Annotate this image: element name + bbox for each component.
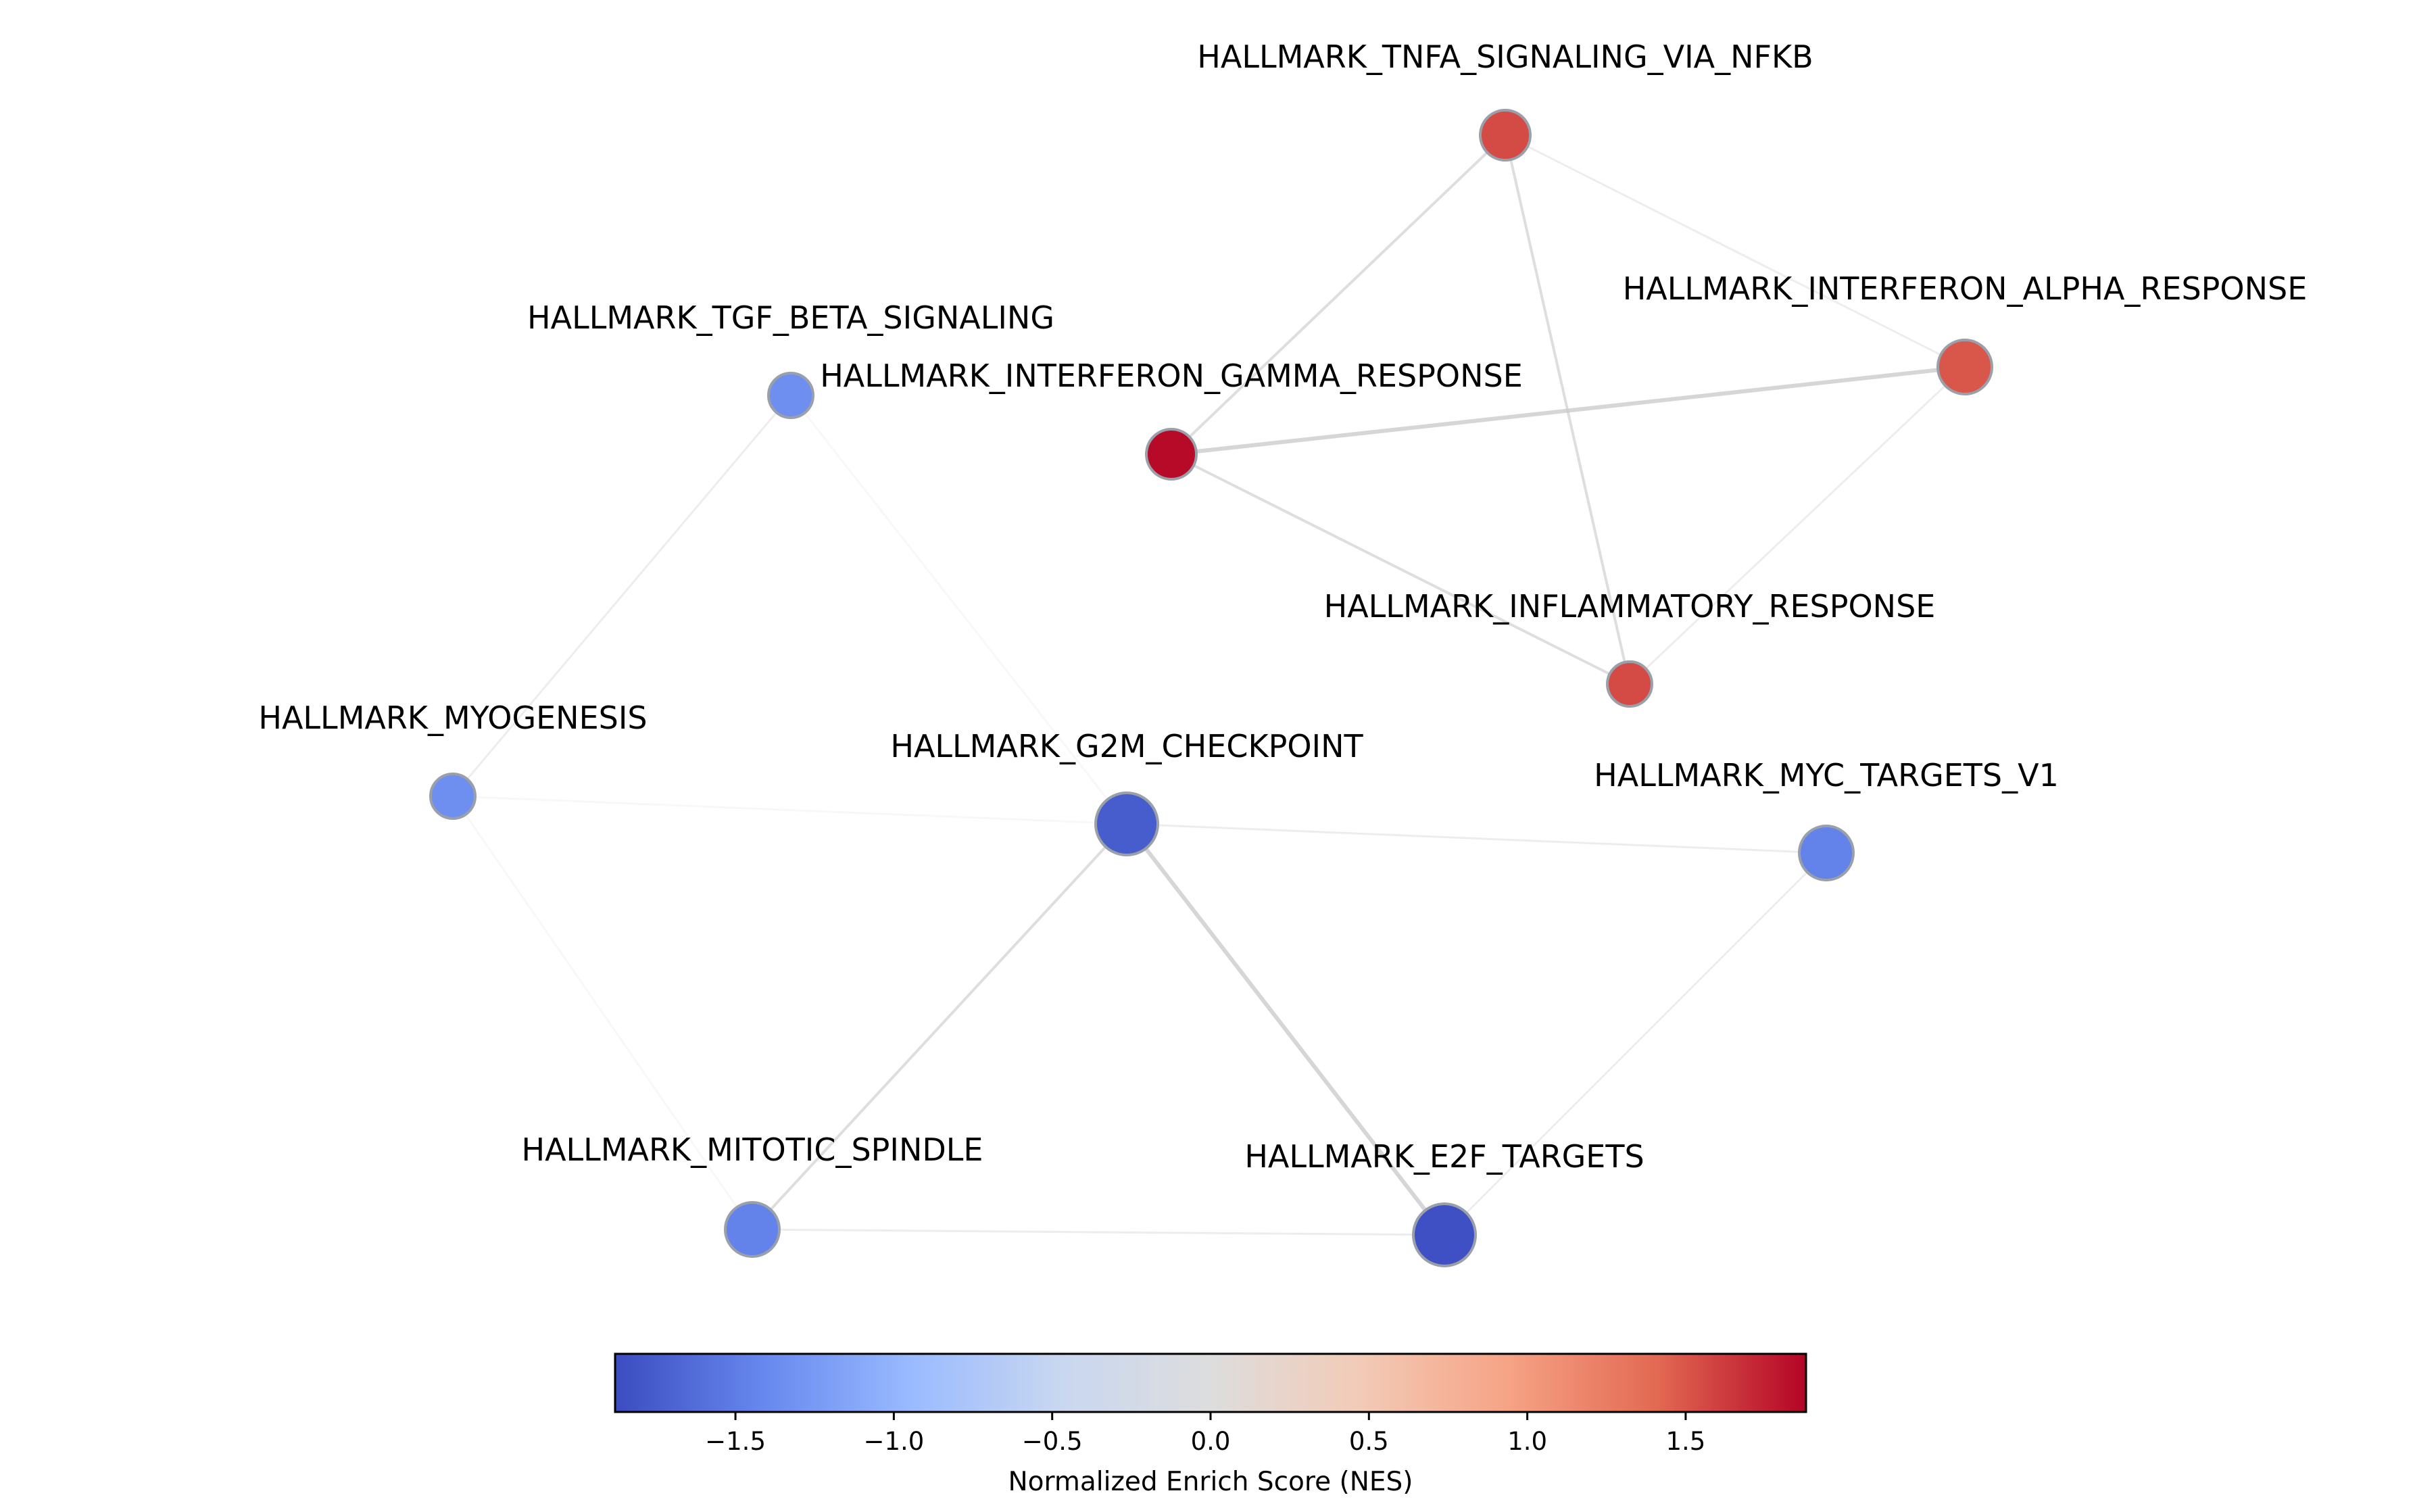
node-label-ifng: HALLMARK_INTERFERON_GAMMA_RESPONSE [820, 358, 1523, 394]
node-label-mitotic: HALLMARK_MITOTIC_SPINDLE [522, 1131, 983, 1168]
node-label-inflam: HALLMARK_INFLAMMATORY_RESPONSE [1324, 588, 1936, 625]
node-ifna [1936, 339, 1993, 395]
node-label-ifna: HALLMARK_INTERFERON_ALPHA_RESPONSE [1623, 270, 2308, 307]
node-label-tgfb: HALLMARK_TGF_BETA_SIGNALING [527, 299, 1054, 336]
edge-tgfb-g2m [789, 395, 1128, 825]
edge-tnfa-ifng [1170, 134, 1507, 456]
node-myog [429, 773, 477, 820]
node-g2m [1094, 791, 1159, 856]
node-ifng [1145, 428, 1198, 481]
colorbar-tick-label: 1.5 [1666, 1427, 1706, 1456]
edge-ifng-ifna [1171, 365, 1966, 456]
edge-myog-mitotic [452, 796, 754, 1230]
node-inflam [1606, 660, 1653, 708]
node-label-tnfa: HALLMARK_TNFA_SIGNALING_VIA_NFKB [1197, 39, 1813, 75]
node-label-myc: HALLMARK_MYC_TARGETS_V1 [1594, 757, 2059, 794]
colorbar-ticks: −1.5 −1.0 −0.5 0.0 0.5 1.0 1.5 [705, 1412, 1705, 1456]
node-label-e2f: HALLMARK_E2F_TARGETS [1244, 1138, 1644, 1175]
colorbar-tick-label: 0.5 [1349, 1427, 1389, 1456]
node-label-g2m: HALLMARK_G2M_CHECKPOINT [890, 728, 1363, 764]
edge-mitotic-e2f [752, 1228, 1445, 1236]
edge-g2m-e2f [1125, 823, 1446, 1236]
node-myc [1798, 825, 1855, 881]
colorbar-label: Normalized Enrich Score (NES) [1008, 1467, 1413, 1497]
edge-ifna-inflam [1628, 366, 1966, 685]
node-tgfb [767, 372, 814, 419]
nes-colorbar: −1.5 −1.0 −0.5 0.0 0.5 1.0 1.5 Normalized Enri… [614, 1352, 1807, 1497]
network-nodes [429, 109, 1993, 1267]
node-label-myog: HALLMARK_MYOGENESIS [258, 700, 647, 736]
colorbar-tick-label: 0.0 [1191, 1427, 1231, 1456]
network-edges [452, 134, 1966, 1236]
network-node-labels: HALLMARK_TNFA_SIGNALING_VIA_NFKB HALLMARK… [258, 39, 2307, 1175]
edge-tnfa-ifna [1505, 134, 1966, 368]
node-mitotic [724, 1201, 781, 1258]
edge-ifng-inflam [1171, 453, 1630, 685]
colorbar-tick-label: 1.0 [1507, 1427, 1547, 1456]
node-e2f [1412, 1202, 1477, 1267]
colorbar-tick-label: −0.5 [1022, 1427, 1083, 1456]
colorbar-gradient [614, 1352, 1807, 1413]
node-tnfa [1479, 109, 1532, 162]
colorbar-tick-label: −1.5 [705, 1427, 766, 1456]
edge-myog-g2m [452, 795, 1127, 825]
edge-g2m-mitotic [751, 823, 1128, 1231]
edge-g2m-myc [1126, 823, 1827, 854]
edge-myc-e2f [1443, 852, 1828, 1236]
colorbar-tick-label: −1.0 [863, 1427, 924, 1456]
edge-tgfb-myog [452, 395, 792, 797]
